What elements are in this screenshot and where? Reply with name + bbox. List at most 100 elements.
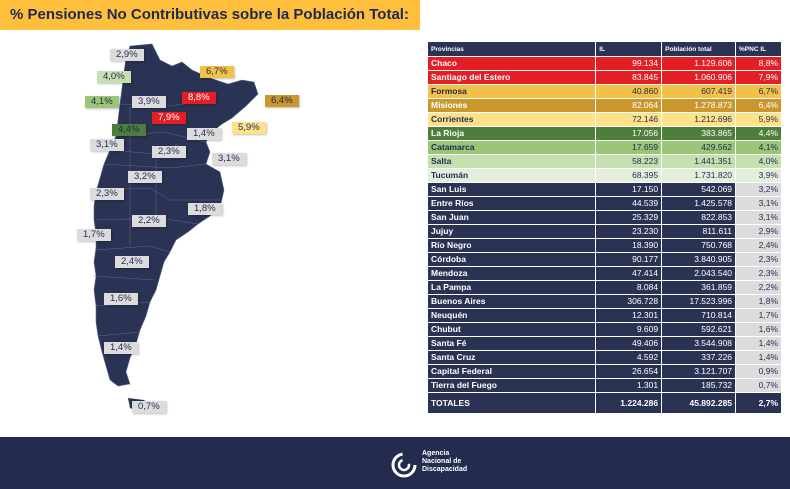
percent-cell: 1,4%: [735, 350, 782, 365]
population-cell: 822.853: [661, 210, 737, 225]
map-label-text: 3,2%: [134, 171, 156, 182]
logo-line: Discapacidad: [422, 466, 468, 473]
table-row: Capital Federal 26.654 3.121.707 0,9%: [428, 364, 782, 379]
map-label: 3,1%: [90, 139, 124, 151]
il-cell: 1.301: [595, 378, 663, 393]
population-cell: 383.865: [661, 126, 737, 141]
table-row: Tucumán 68.395 1.731.820 3,9%: [428, 168, 782, 183]
map-label-text: 7,9%: [158, 112, 180, 123]
province-cell: Formosa: [428, 84, 597, 99]
footer: [0, 437, 790, 489]
totals-label-cell: TOTALES: [428, 392, 597, 414]
province-cell: San Luis: [428, 182, 597, 197]
province-cell: Misiones: [428, 98, 597, 113]
il-cell: 90.177: [595, 252, 663, 267]
column-header: Población total: [661, 42, 737, 57]
map-label: 8,8%: [182, 92, 216, 104]
map-label: 4,0%: [97, 71, 131, 83]
il-cell: 47.414: [595, 266, 663, 281]
map-label: 2,4%: [115, 256, 149, 268]
map-label-text: 2,2%: [138, 215, 160, 226]
totals-row: TOTALES 1.224.286 45.892.285 2,7%: [428, 392, 782, 414]
population-cell: 1.731.820: [661, 168, 737, 183]
table-row: Tierra del Fuego 1.301 185.732 0,7%: [428, 378, 782, 393]
map-label: 3,1%: [212, 153, 246, 165]
map-label-text: 4,4%: [118, 124, 140, 135]
population-cell: 1.278.873: [661, 98, 737, 113]
map-label: 4,4%: [112, 124, 146, 136]
table-row: Entre Ríos 44.539 1.425.578 3,1%: [428, 196, 782, 211]
province-cell: Santa Fé: [428, 336, 597, 351]
map-label: 5,9%: [232, 122, 266, 134]
il-cell: 99.134: [595, 56, 663, 71]
percent-cell: 1,6%: [735, 322, 782, 337]
map-label-text: 2,3%: [158, 146, 180, 157]
province-cell: Mendoza: [428, 266, 597, 281]
il-cell: 72.146: [595, 112, 663, 127]
percent-cell: 2,3%: [735, 266, 782, 281]
map-label: 7,9%: [152, 112, 186, 124]
map-label-text: 2,3%: [96, 188, 118, 199]
table-row: San Juan 25.329 822.853 3,1%: [428, 210, 782, 225]
map-label: 1,4%: [187, 128, 221, 140]
il-cell: 18.390: [595, 238, 663, 253]
percent-cell: 0,9%: [735, 364, 782, 379]
population-cell: 607.419: [661, 84, 737, 99]
map-label: 1,8%: [188, 203, 222, 215]
map-label: 2,9%: [110, 49, 144, 61]
page-title: % Pensiones No Contributivas sobre la Po…: [10, 6, 409, 23]
argentina-map: 2,9% 4,0% 6,7% 4,1% 3,9% 8,8% 6,4% 4,4% …: [60, 40, 320, 420]
percent-cell: 4,1%: [735, 140, 782, 155]
table-row: Chubut 9.609 592.621 1,6%: [428, 322, 782, 337]
map-label-text: 4,1%: [91, 96, 113, 107]
population-cell: 1.441.351: [661, 154, 737, 169]
percent-cell: 3,1%: [735, 210, 782, 225]
il-cell: 12.301: [595, 308, 663, 323]
map-label-text: 8,8%: [188, 92, 210, 103]
table-header-row: Provincias IL Población total %PNC IL: [428, 42, 782, 57]
province-cell: Santiago del Estero: [428, 70, 597, 85]
il-cell: 44.539: [595, 196, 663, 211]
table-row: Formosa 40.860 607.419 6,7%: [428, 84, 782, 99]
table-row: Neuquén 12.301 710.814 1,7%: [428, 308, 782, 323]
table-row: Salta 58.223 1.441.351 4,0%: [428, 154, 782, 169]
il-cell: 8.084: [595, 280, 663, 295]
title-bar: % Pensiones No Contributivas sobre la Po…: [0, 0, 420, 30]
map-label-text: 1,4%: [193, 128, 215, 139]
il-cell: 49.406: [595, 336, 663, 351]
province-cell: Chubut: [428, 322, 597, 337]
percent-cell: 4,4%: [735, 126, 782, 141]
population-cell: 2.043.540: [661, 266, 737, 281]
population-cell: 17.523.996: [661, 294, 737, 309]
il-cell: 58.223: [595, 154, 663, 169]
percent-cell: 1,8%: [735, 294, 782, 309]
province-cell: Capital Federal: [428, 364, 597, 379]
population-cell: 1.060.906: [661, 70, 737, 85]
map-label-text: 6,7%: [206, 66, 228, 77]
percent-cell: 7,9%: [735, 70, 782, 85]
percent-cell: 4,0%: [735, 154, 782, 169]
table-body: Chaco 99.134 1.129.606 8,8% Santiago del Est…: [428, 56, 782, 414]
table-row: La Pampa 8.084 361.859 2,2%: [428, 280, 782, 295]
population-cell: 542.069: [661, 182, 737, 197]
map-label: 2,3%: [90, 188, 124, 200]
totals-pct-cell: 2,7%: [735, 392, 782, 414]
table-row: Córdoba 90.177 3.840.905 2,3%: [428, 252, 782, 267]
map-label-text: 1,7%: [83, 229, 105, 240]
map-label: 2,3%: [152, 146, 186, 158]
percent-cell: 2,3%: [735, 252, 782, 267]
table-row: Buenos Aires 306.728 17.523.996 1,8%: [428, 294, 782, 309]
percent-cell: 6,4%: [735, 98, 782, 113]
province-cell: Tucumán: [428, 168, 597, 183]
map-label-text: 4,0%: [103, 71, 125, 82]
province-cell: La Rioja: [428, 126, 597, 141]
table-row: La Rioja 17.056 383.865 4,4%: [428, 126, 782, 141]
percent-cell: 0,7%: [735, 378, 782, 393]
province-cell: Santa Cruz: [428, 350, 597, 365]
population-cell: 429.562: [661, 140, 737, 155]
map-label: 6,7%: [200, 66, 234, 78]
column-header: IL: [595, 42, 663, 57]
il-cell: 82.064: [595, 98, 663, 113]
totals-il-cell: 1.224.286: [595, 392, 663, 414]
population-cell: 592.621: [661, 322, 737, 337]
